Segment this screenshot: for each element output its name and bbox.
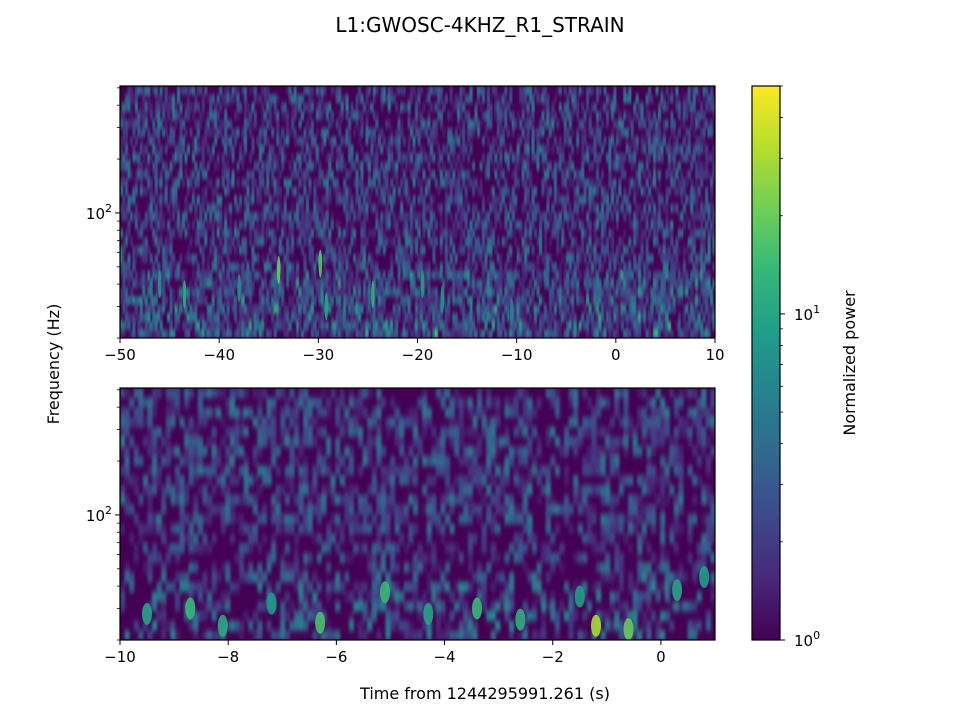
bot-feature-10 bbox=[591, 614, 601, 637]
bot-feature-9 bbox=[574, 585, 585, 608]
top-x-axis: −50 −40 −30 −20 −10 0 10 bbox=[104, 338, 725, 364]
bot-feature-3 bbox=[266, 592, 277, 615]
bot-feature-13 bbox=[699, 566, 710, 588]
bot-feature-7 bbox=[472, 597, 482, 620]
bot-feature-11 bbox=[623, 618, 634, 640]
top-x-tick-label-0: −50 bbox=[104, 346, 136, 364]
bot-x-tick-label-5: 0 bbox=[656, 648, 666, 666]
colorbar-tick-label-0: 100 bbox=[794, 629, 820, 650]
bot-x-tick-label-0: −10 bbox=[104, 648, 136, 666]
bot-feature-5 bbox=[380, 581, 390, 604]
top-feature-6 bbox=[371, 280, 375, 309]
top-x-tick-label-6: 10 bbox=[705, 346, 724, 364]
bottom-y-axis: 102 bbox=[86, 389, 120, 641]
top-feature-8 bbox=[440, 285, 445, 314]
top-spectrogram-panel: −50 −40 −30 −20 −10 0 10 102 bbox=[86, 85, 725, 364]
colorbar: 100 101 Normalized power bbox=[751, 85, 859, 650]
bottom-x-axis: −10 −8 −6 −4 −2 0 bbox=[104, 640, 666, 666]
top-feature-2 bbox=[237, 274, 241, 303]
colorbar-label: Normalized power bbox=[840, 290, 859, 436]
bot-x-tick-label-1: −8 bbox=[217, 648, 239, 666]
bot-feature-12 bbox=[672, 579, 683, 602]
bot-y-tick-label: 102 bbox=[86, 504, 112, 525]
bot-x-tick-label-3: −4 bbox=[433, 648, 455, 666]
bot-feature-0 bbox=[142, 602, 152, 625]
top-feature-9 bbox=[509, 297, 514, 326]
bottom-spectrogram-panel: −10 −8 −6 −4 −2 0 102 bbox=[86, 387, 716, 666]
top-y-axis: 102 bbox=[86, 87, 120, 339]
bot-feature-8 bbox=[515, 608, 526, 631]
top-heatmap-field bbox=[120, 86, 715, 338]
top-heatmap-features bbox=[157, 249, 514, 326]
bottom-heatmap-features bbox=[142, 566, 710, 640]
top-x-tick-label-5: 0 bbox=[611, 346, 621, 364]
bot-feature-1 bbox=[185, 597, 196, 620]
top-x-tick-label-2: −30 bbox=[303, 346, 335, 364]
top-x-tick-label-1: −40 bbox=[203, 346, 235, 364]
x-axis-label: Time from 1244295991.261 (s) bbox=[359, 684, 610, 703]
bot-x-tick-label-4: −2 bbox=[542, 648, 564, 666]
bottom-heatmap-field bbox=[120, 388, 715, 640]
colorbar-ticks: 100 101 bbox=[780, 85, 820, 650]
bot-feature-2 bbox=[217, 614, 228, 637]
top-feature-0 bbox=[157, 270, 162, 299]
top-feature-5 bbox=[324, 292, 329, 321]
colorbar-tick-label-1: 101 bbox=[794, 303, 820, 324]
top-x-tick-label-4: −10 bbox=[501, 346, 533, 364]
bottom-panel-frame bbox=[119, 387, 716, 641]
top-feature-1 bbox=[182, 280, 187, 309]
top-x-tick-label-3: −20 bbox=[402, 346, 434, 364]
bot-feature-6 bbox=[423, 602, 434, 625]
y-axis-label: Frequency (Hz) bbox=[44, 304, 63, 425]
colorbar-bar bbox=[751, 85, 781, 641]
bot-x-tick-label-2: −6 bbox=[325, 648, 347, 666]
top-y-tick-label: 102 bbox=[86, 202, 112, 223]
top-feature-7 bbox=[420, 270, 425, 299]
top-feature-3 bbox=[276, 256, 281, 284]
top-feature-4 bbox=[318, 249, 323, 278]
figure-title: L1:GWOSC-4KHZ_R1_STRAIN bbox=[335, 13, 624, 37]
bot-feature-4 bbox=[315, 611, 326, 634]
